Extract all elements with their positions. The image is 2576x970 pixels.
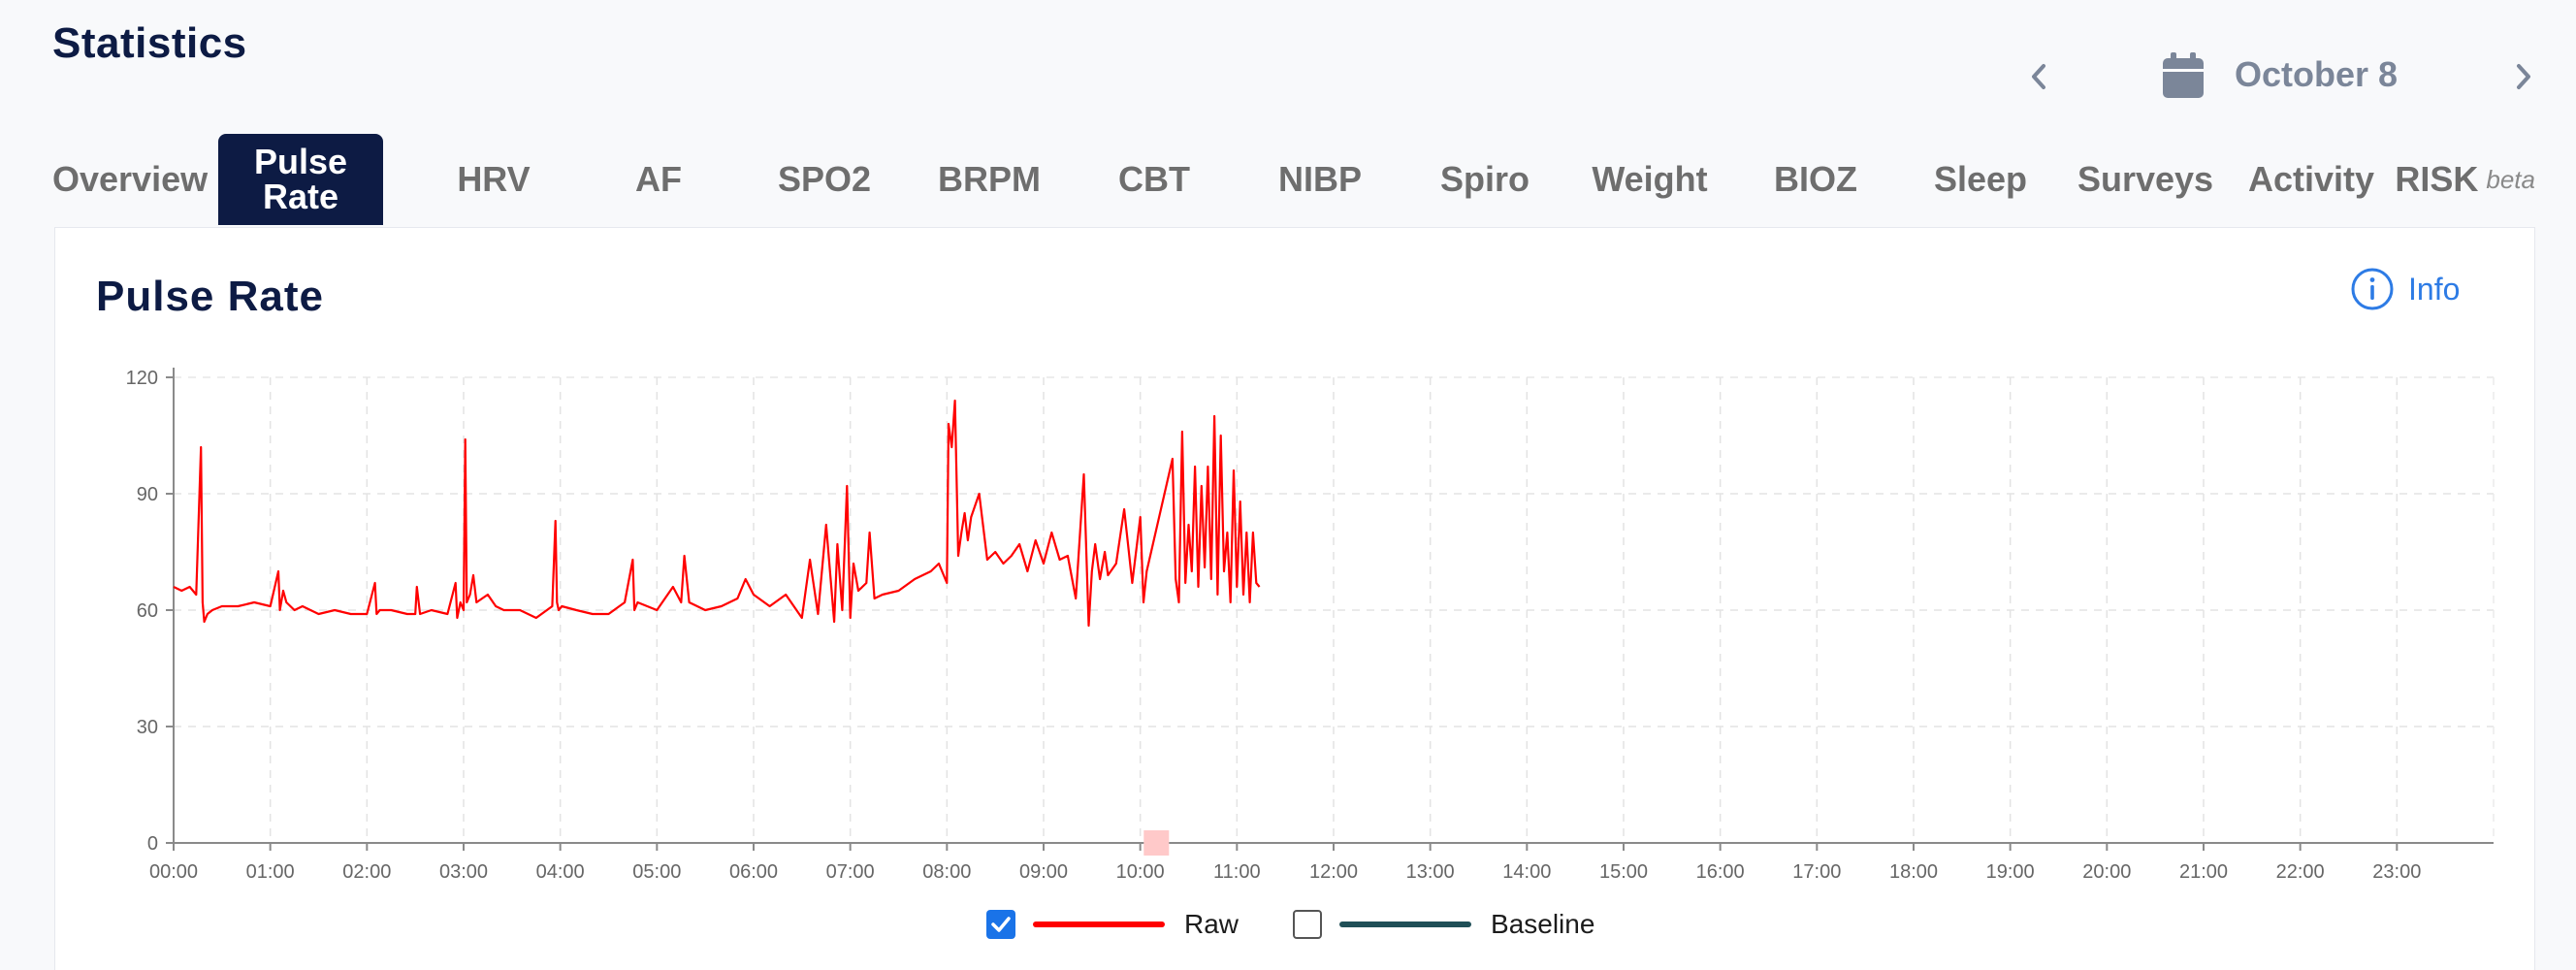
x-tick-label: 23:00 [2372,861,2421,883]
tab-risk[interactable]: RISK beta [2376,134,2535,225]
x-tick-label: 03:00 [439,861,488,883]
tab-hrv[interactable]: HRV [457,159,531,199]
pulse-rate-chart: 0 30 60 90 120 00:00 01:00 02:00 03:00 04:00 05:00… [126,368,2495,883]
tab-af[interactable]: AF [635,159,682,199]
x-tick-label: 08:00 [922,861,971,883]
chart-series [173,399,1261,628]
statistics-tabs: Overview Pulse Rate HRV AF SPO2 BRPM CBT… [52,134,2535,225]
chevron-right-icon [2517,64,2530,89]
chevron-left-icon [2032,64,2045,89]
x-tick-label: 07:00 [826,861,875,883]
tab-activity[interactable]: Activity [2247,159,2375,199]
x-tick-label: 20:00 [2082,861,2131,883]
date-navigator: October 8 [2017,47,2541,107]
tab-sleep[interactable]: Sleep [1933,159,2028,199]
chart-markers [1143,830,1170,856]
tab-pulse-rate[interactable]: Pulse Rate [218,134,383,225]
x-tick-label: 14:00 [1502,861,1551,883]
y-tick-label: 0 [147,833,158,855]
x-tick-label: 06:00 [729,861,778,883]
y-tick-label: 120 [126,368,158,389]
baseline-series-label: Baseline [1491,909,1595,939]
current-date[interactable]: October 8 [2235,54,2399,94]
chart-legend: Raw Baseline [986,903,1649,946]
tab-spiro[interactable]: Spiro [1439,159,1530,199]
x-tick-label: 10:00 [1116,861,1165,883]
x-tick-label: 16:00 [1696,861,1745,883]
tab-nibp[interactable]: NIBP [1277,159,1362,199]
page-title: Statistics [52,19,247,67]
x-tick-label: 11:00 [1213,861,1261,883]
x-tick-label: 18:00 [1889,861,1938,883]
tab-overview[interactable]: Overview [52,159,209,199]
info-button[interactable]: Info [2350,265,2460,313]
x-tick-label: 09:00 [1019,861,1068,883]
card-title: Pulse Rate [96,273,324,320]
baseline-series-swatch [1339,922,1472,927]
calendar-icon[interactable] [2161,51,2206,100]
info-label: Info [2408,271,2461,307]
raw-series-line [173,399,1261,628]
x-tick-label: 02:00 [342,861,391,883]
raw-series-swatch [1033,922,1165,927]
next-date-button[interactable] [2502,47,2545,107]
checkmark-icon [991,917,1011,932]
tab-surveys[interactable]: Surveys [2077,159,2214,199]
x-tick-label: 22:00 [2276,861,2325,883]
y-tick-label: 60 [137,600,158,622]
x-tick-label: 17:00 [1792,861,1841,883]
x-tick-label: 12:00 [1309,861,1358,883]
x-tick-label: 21:00 [2179,861,2228,883]
y-tick-label: 30 [137,717,158,738]
x-tick-label: 01:00 [246,861,295,883]
raw-series-checkbox[interactable] [986,910,1015,939]
pulse-rate-card: Pulse Rate Info 0 30 60 90 120 00:00 01:00 02:0… [54,227,2535,970]
tab-cbt[interactable]: CBT [1118,159,1190,199]
x-tick-label: 04:00 [536,861,585,883]
x-tick-label: 15:00 [1599,861,1648,883]
tab-spo2[interactable]: SPO2 [777,159,872,199]
x-tick-label: 00:00 [149,861,198,883]
tab-risk-label: RISK [2395,159,2479,199]
y-tick-label: 90 [137,484,158,505]
tab-brpm[interactable]: BRPM [938,159,1041,199]
prev-date-button[interactable] [2017,47,2060,107]
x-tick-label: 05:00 [632,861,681,883]
x-tick-label: 19:00 [1986,861,2035,883]
tab-bioz[interactable]: BIOZ [1774,159,1857,199]
baseline-series-checkbox[interactable] [1293,910,1323,939]
highlight-marker [1143,830,1170,856]
x-tick-label: 13:00 [1406,861,1455,883]
beta-badge: beta [2486,164,2535,194]
chart-axes: 0 30 60 90 120 00:00 01:00 02:00 03:00 04:00 05:00… [126,368,2494,883]
tab-weight[interactable]: Weight [1592,159,1708,199]
info-circle-icon [2351,268,2394,310]
raw-series-label: Raw [1184,909,1240,939]
